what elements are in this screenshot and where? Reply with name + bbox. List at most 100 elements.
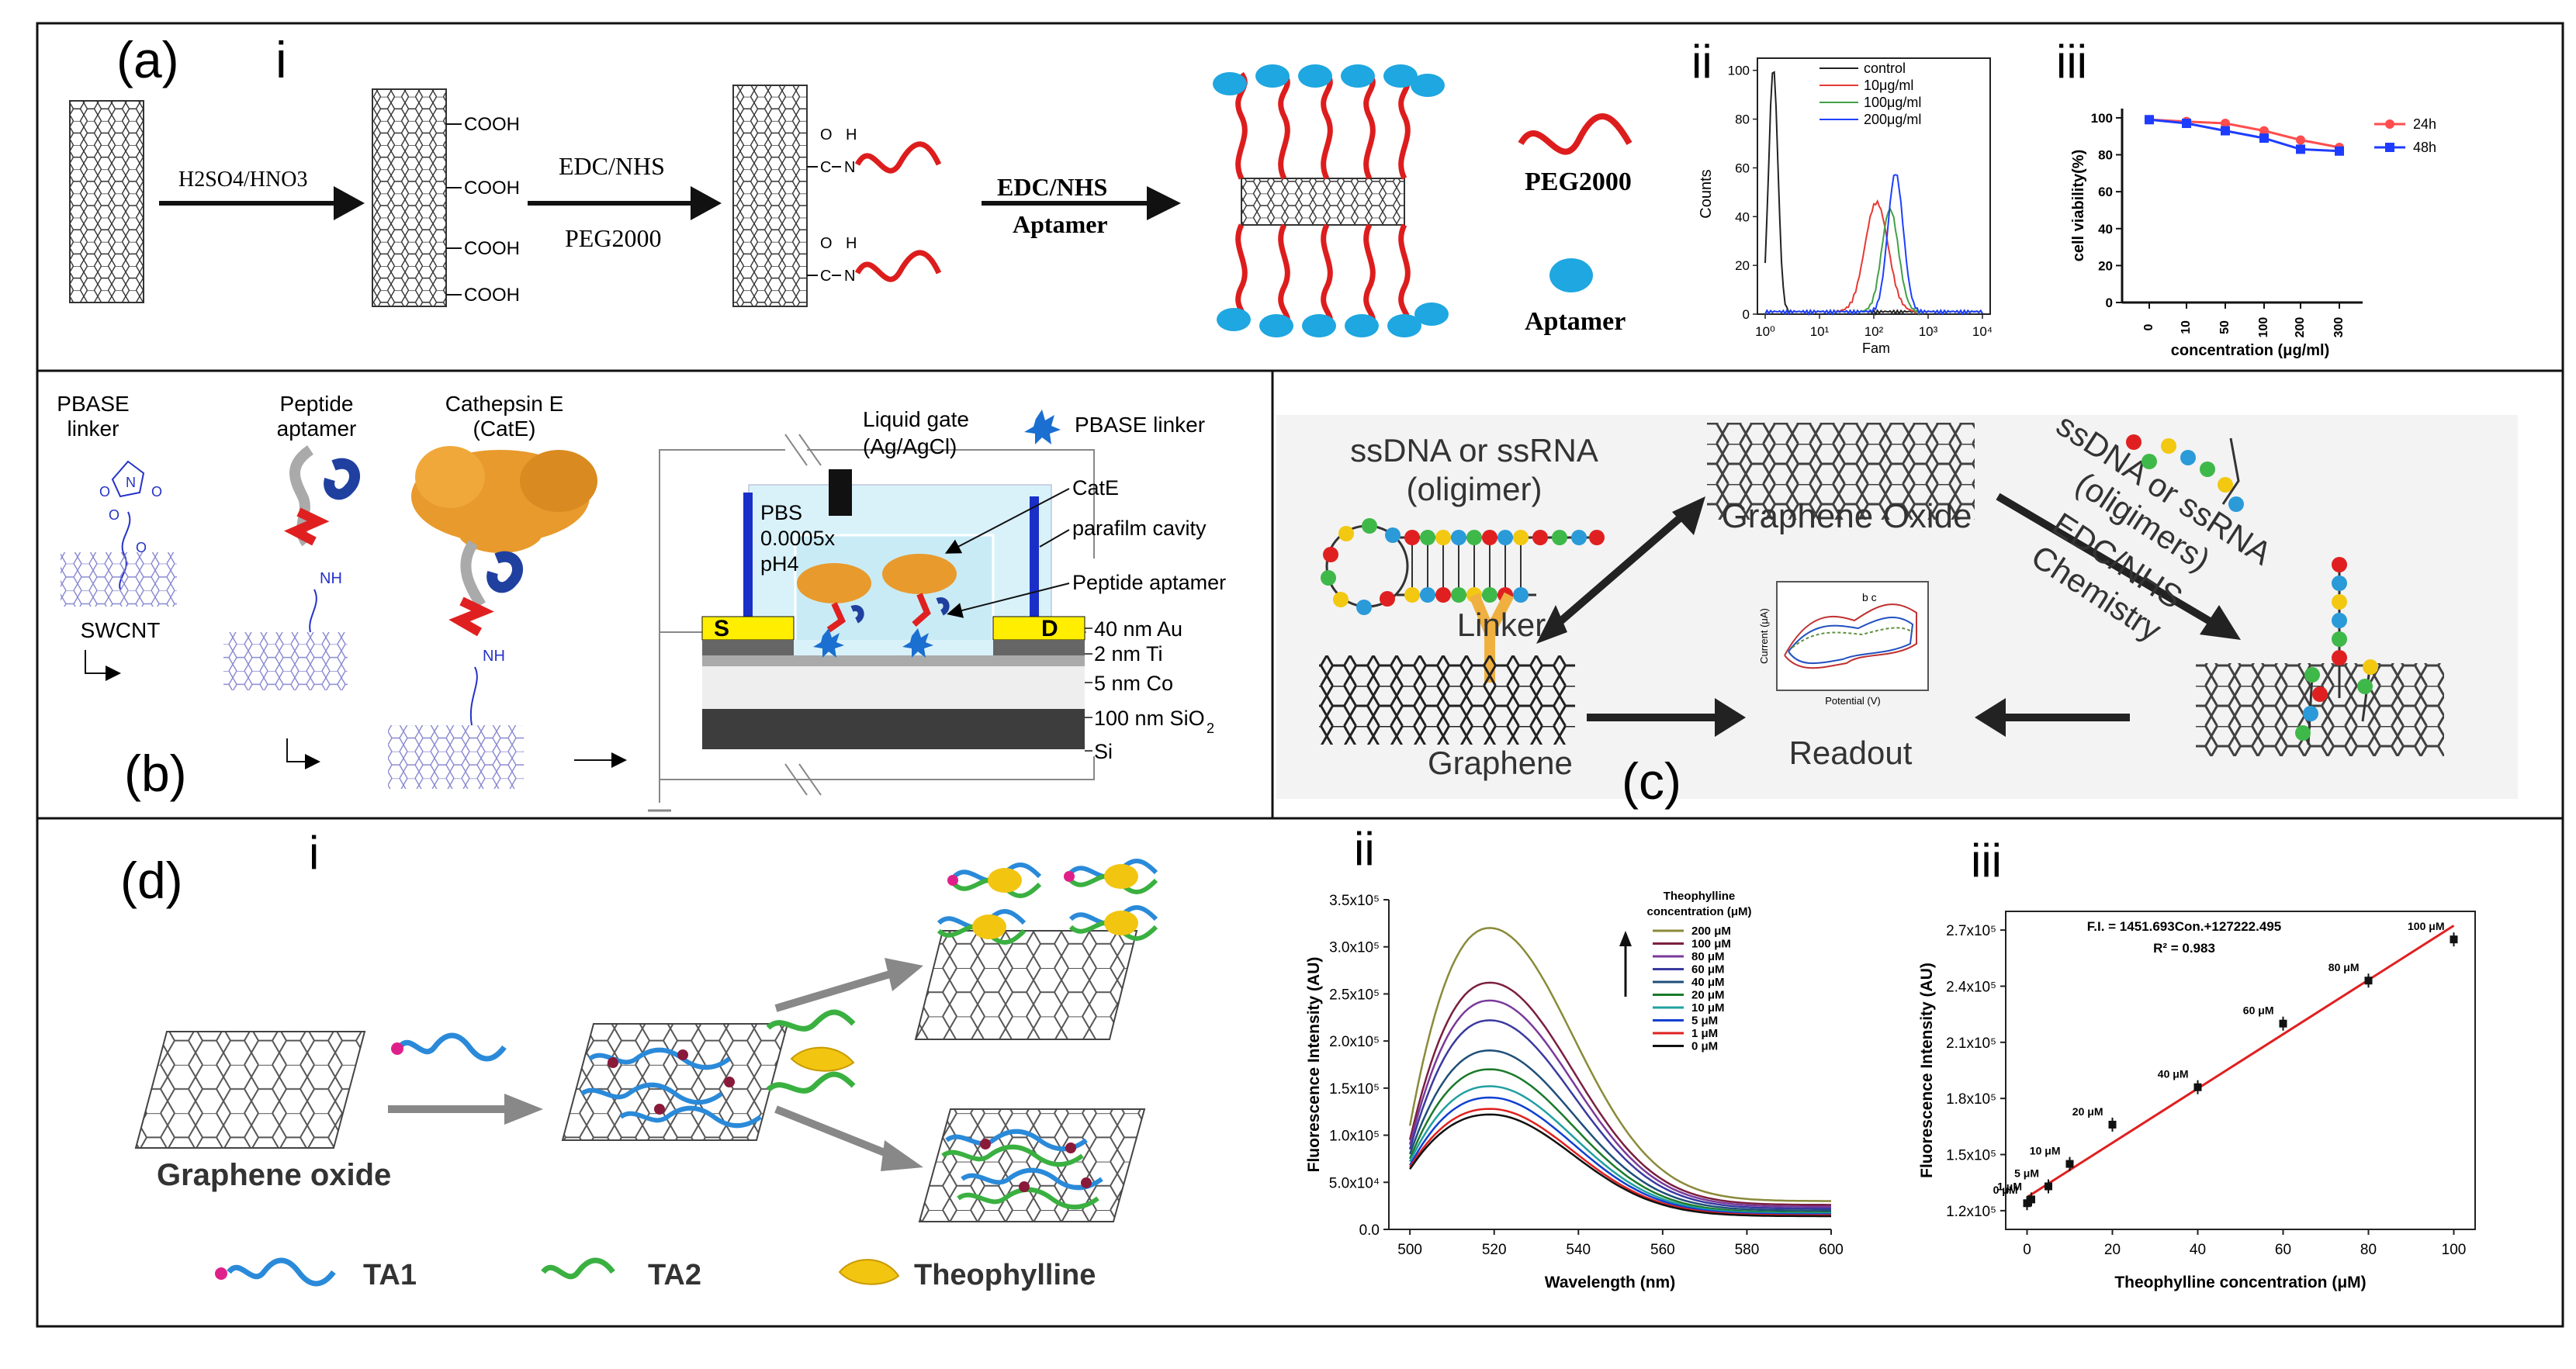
fluor-series-line [1408, 927, 1831, 1202]
viability-series-line [2148, 118, 2340, 149]
graphene-oxide-sheet [1707, 423, 1975, 520]
swcnt-lattice-3 [388, 725, 524, 789]
flow-y-tick-label: 80 [1735, 112, 1750, 127]
fluorescence-spectra-chart: 0.0 5.0x10⁴ 1.0x10⁵ 1.5x10⁵ 2.0x10⁵ 2.5x10⁵ 3.… [1305, 890, 1844, 1291]
fluor-x-tick-label: 500 [1397, 1242, 1422, 1258]
atom-label: O [151, 484, 162, 500]
flow-y-tick-label: 60 [1735, 161, 1750, 175]
aptamer-legend-icon [1549, 258, 1593, 292]
viability-y-label: cell viability(%) [2070, 150, 2087, 262]
legend-peg2000: PEG2000 [1525, 168, 1632, 196]
calib-x-label: Theophylline concentration (μM) [2114, 1274, 2366, 1291]
layer-label: 2 nm Ti [1094, 642, 1163, 665]
panel-a-label: (a) [116, 31, 179, 88]
flow-legend-label: control [1864, 60, 1906, 76]
parafilm-label: parafilm cavity [1072, 517, 1207, 540]
amide-h: H [846, 126, 857, 143]
calib-point-label: 100 μM [2408, 920, 2444, 932]
atom-label: O [99, 484, 110, 500]
readout-label: Readout [1789, 735, 1913, 771]
amide-c: C [820, 268, 831, 285]
calib-point-label: 0 μM [1993, 1184, 2018, 1196]
viability-legend-marker [2385, 143, 2394, 152]
reagent-peg-1: PEG2000 [565, 224, 661, 252]
panel-a-sub-i: i [275, 31, 287, 88]
legend-ta1: TA1 [363, 1259, 417, 1291]
panel-d-sub-ii: ii [1354, 823, 1375, 875]
fluor-series-line [1408, 981, 1831, 1206]
fluor-series-line [1408, 1019, 1831, 1210]
flow-histogram-curve [1764, 206, 1983, 316]
viability-point [2335, 146, 2344, 156]
calib-x-tick-label: 0 [2023, 1242, 2031, 1258]
panel-c-label: (c) [1622, 752, 1681, 810]
fluor-y-tick-label: 1.0x10⁵ [1329, 1129, 1380, 1145]
viability-point [2145, 115, 2154, 125]
fluor-series-line [1408, 999, 1831, 1208]
flow-legend-label: 200μg/ml [1864, 112, 1921, 127]
fluor-series-line [1409, 1108, 1831, 1217]
peg-legend-icon [1518, 113, 1633, 155]
fluor-legend-label: 100 μM [1691, 938, 1731, 951]
calib-x-tick-label: 40 [2190, 1242, 2206, 1258]
viability-x-tick-label: 100 [2257, 317, 2270, 338]
calib-point [2450, 935, 2458, 944]
graphene-oxide-sheet-1 [134, 1031, 366, 1149]
source-electrode [701, 616, 795, 641]
released-complexes [937, 859, 1158, 945]
atom-label: O [109, 507, 119, 523]
nh-label: NH [483, 648, 505, 665]
layer-label: 100 nm SiO [1094, 707, 1205, 730]
fluor-series-line [1408, 1085, 1831, 1215]
calib-r2: R² = 0.983 [2153, 941, 2215, 956]
peptide-title: Peptide [280, 392, 354, 416]
viability-point [2259, 133, 2269, 143]
panel-d: (d) i Graphene oxide [120, 823, 2476, 1291]
cathepsin-title: Cathepsin E [445, 392, 564, 416]
fluor-y-tick-label: 5.0x10⁴ [1329, 1175, 1380, 1191]
flow-legend-label: 100μg/ml [1864, 95, 1921, 110]
amide-n: N [844, 268, 855, 285]
legend-theophylline: Theophylline [914, 1259, 1096, 1291]
flow-y-tick-label: 40 [1735, 209, 1750, 224]
fluor-legend-label: 200 μM [1691, 925, 1731, 938]
calib-point-label: 1 μM [1997, 1180, 2022, 1192]
ssdna-label: (oligimer) [1406, 471, 1542, 507]
arrow-go-functionalized [1996, 493, 2221, 631]
fluor-legend-label: 20 μM [1691, 989, 1725, 1002]
fluor-series-line [1409, 1096, 1831, 1215]
fluor-legend-label: 0 μM [1691, 1040, 1718, 1053]
cooh-label: COOH [464, 178, 520, 199]
fluor-legend-title: concentration (μM) [1646, 905, 1751, 918]
ta1-legend-icon [227, 1257, 336, 1287]
calibration-chart: 1.2x10⁵ 1.5x10⁵ 1.8x10⁵ 2.1x10⁵ 2.4x10⁵ 2.7x1… [1918, 911, 2476, 1291]
calib-point [2364, 977, 2373, 985]
calib-point [2279, 1019, 2287, 1028]
fluor-legend-label: 10 μM [1691, 1001, 1725, 1015]
pbase-title: PBASE [57, 392, 129, 416]
panel-b-label: (b) [124, 745, 187, 802]
reagent-edc-2: EDC/NHS [997, 173, 1107, 201]
cv-y-label: Current (μA) [1758, 608, 1770, 664]
pbs-label: 0.0005x [760, 527, 836, 550]
calib-y-tick-label: 2.1x10⁵ [1946, 1035, 1996, 1052]
amide-o: O [820, 235, 833, 252]
pbs-label: pH4 [760, 552, 799, 576]
flow-x-tick-label: 10² [1864, 324, 1884, 339]
legend-ta2: TA2 [648, 1259, 701, 1291]
viability-y-tick-label: 0 [2106, 296, 2113, 310]
fluor-y-tick-label: 2.5x10⁵ [1329, 987, 1380, 1003]
viability-x-tick-label: 10 [2180, 320, 2193, 334]
viability-legend-label: 48h [2413, 140, 2436, 155]
graphene-oxide-label: Graphene Oxide [1722, 497, 1972, 535]
viability-y-tick-label: 100 [2091, 111, 2113, 126]
graphene-oxide-sheet-2 [561, 1023, 789, 1141]
layer-subscript: 2 [1207, 721, 1214, 736]
viability-legend-marker [2385, 119, 2394, 129]
catE-proteins [797, 554, 957, 658]
flow-y-tick-label: 0 [1743, 307, 1750, 322]
calib-point [2045, 1182, 2052, 1191]
atom-label: N [126, 475, 136, 490]
fluor-legend-label: 40 μM [1691, 976, 1725, 989]
